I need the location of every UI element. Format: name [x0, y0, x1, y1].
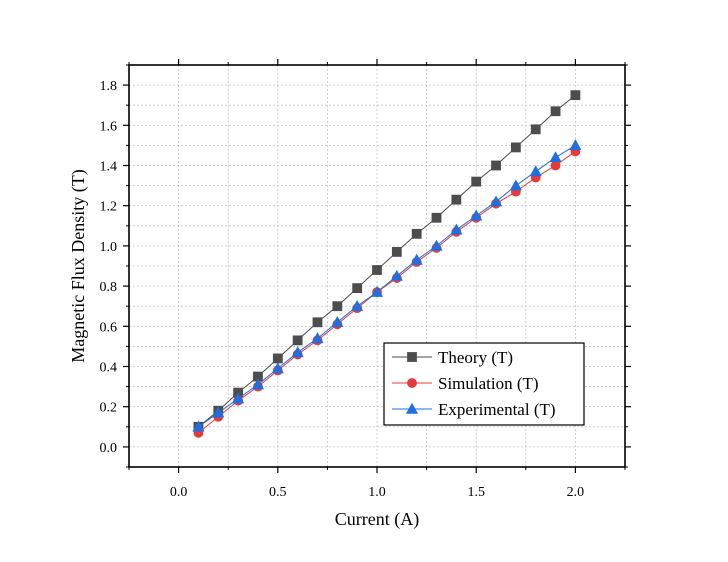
legend-item: Simulation (T) — [392, 374, 539, 393]
data-point — [271, 362, 284, 374]
data-point — [470, 209, 483, 221]
series-triangle — [192, 139, 582, 432]
x-tick-label: 0.0 — [170, 485, 188, 500]
y-tick-label: 0.0 — [100, 441, 118, 456]
data-point — [491, 160, 501, 171]
data-point — [450, 223, 463, 235]
data-point — [372, 265, 382, 275]
data-point — [489, 195, 503, 207]
y-axis-title: Magnetic Flux Density (T) — [68, 169, 89, 362]
data-point — [550, 160, 561, 171]
data-point — [550, 106, 561, 117]
data-point — [192, 420, 205, 432]
data-point — [370, 285, 384, 297]
x-tick-label: 2.0 — [567, 485, 585, 500]
legend-label: Simulation (T) — [438, 374, 539, 393]
data-point — [391, 247, 402, 257]
data-point — [569, 139, 582, 151]
data-point — [251, 378, 265, 390]
data-point — [451, 194, 462, 205]
y-tick-label: 0.2 — [100, 401, 118, 416]
x-axis-title: Current (A) — [335, 509, 419, 530]
y-tick-label: 1.6 — [100, 119, 118, 134]
data-point — [352, 283, 363, 294]
x-tick-label: 1.0 — [368, 485, 386, 500]
data-point — [232, 392, 245, 404]
data-point — [570, 90, 581, 101]
data-point — [529, 165, 542, 177]
legend-label: Experimental (T) — [438, 400, 556, 419]
data-point — [530, 124, 541, 135]
data-point — [331, 316, 344, 328]
data-point — [291, 346, 304, 358]
legend: Theory (T) Simulation (T) Experimental (T) — [383, 342, 585, 426]
data-point — [430, 239, 443, 251]
y-tick-label: 0.4 — [100, 361, 118, 376]
data-point — [311, 332, 324, 344]
y-tick-label: 1.0 — [100, 240, 118, 255]
data-point — [272, 353, 283, 364]
legend-item: Theory (T) — [392, 348, 513, 367]
data-point — [431, 212, 442, 223]
y-tick-label: 1.8 — [100, 79, 118, 94]
x-tick-label: 1.5 — [467, 485, 485, 500]
y-tick-label: 1.2 — [100, 200, 118, 215]
data-point — [351, 299, 364, 311]
data-point — [332, 301, 343, 312]
data-point — [549, 151, 562, 163]
legend-item: Experimental (T) — [392, 400, 556, 419]
x-tick-label: 0.5 — [269, 485, 287, 500]
legend-marker — [405, 402, 419, 414]
data-point — [212, 406, 225, 418]
data-point — [509, 179, 522, 191]
data-point — [410, 253, 423, 265]
series-layer — [192, 90, 582, 438]
data-point — [390, 269, 403, 281]
data-point — [411, 228, 422, 239]
y-tick-label: 1.4 — [100, 160, 118, 175]
legend-marker — [407, 378, 417, 388]
axis-ticks: 0.0 0.5 1.0 1.5 2.0 0.0 0.2 0.4 0.6 0.8 1.0 1.2 1.4 1… — [100, 59, 631, 500]
legend-marker — [407, 352, 417, 362]
series-square — [193, 90, 581, 432]
data-point — [312, 317, 323, 328]
y-tick-label: 0.8 — [100, 280, 118, 295]
legend-label: Theory (T) — [438, 348, 513, 367]
data-point — [292, 335, 303, 346]
data-point — [510, 142, 521, 153]
data-point — [471, 176, 482, 187]
y-tick-label: 0.6 — [100, 320, 118, 335]
